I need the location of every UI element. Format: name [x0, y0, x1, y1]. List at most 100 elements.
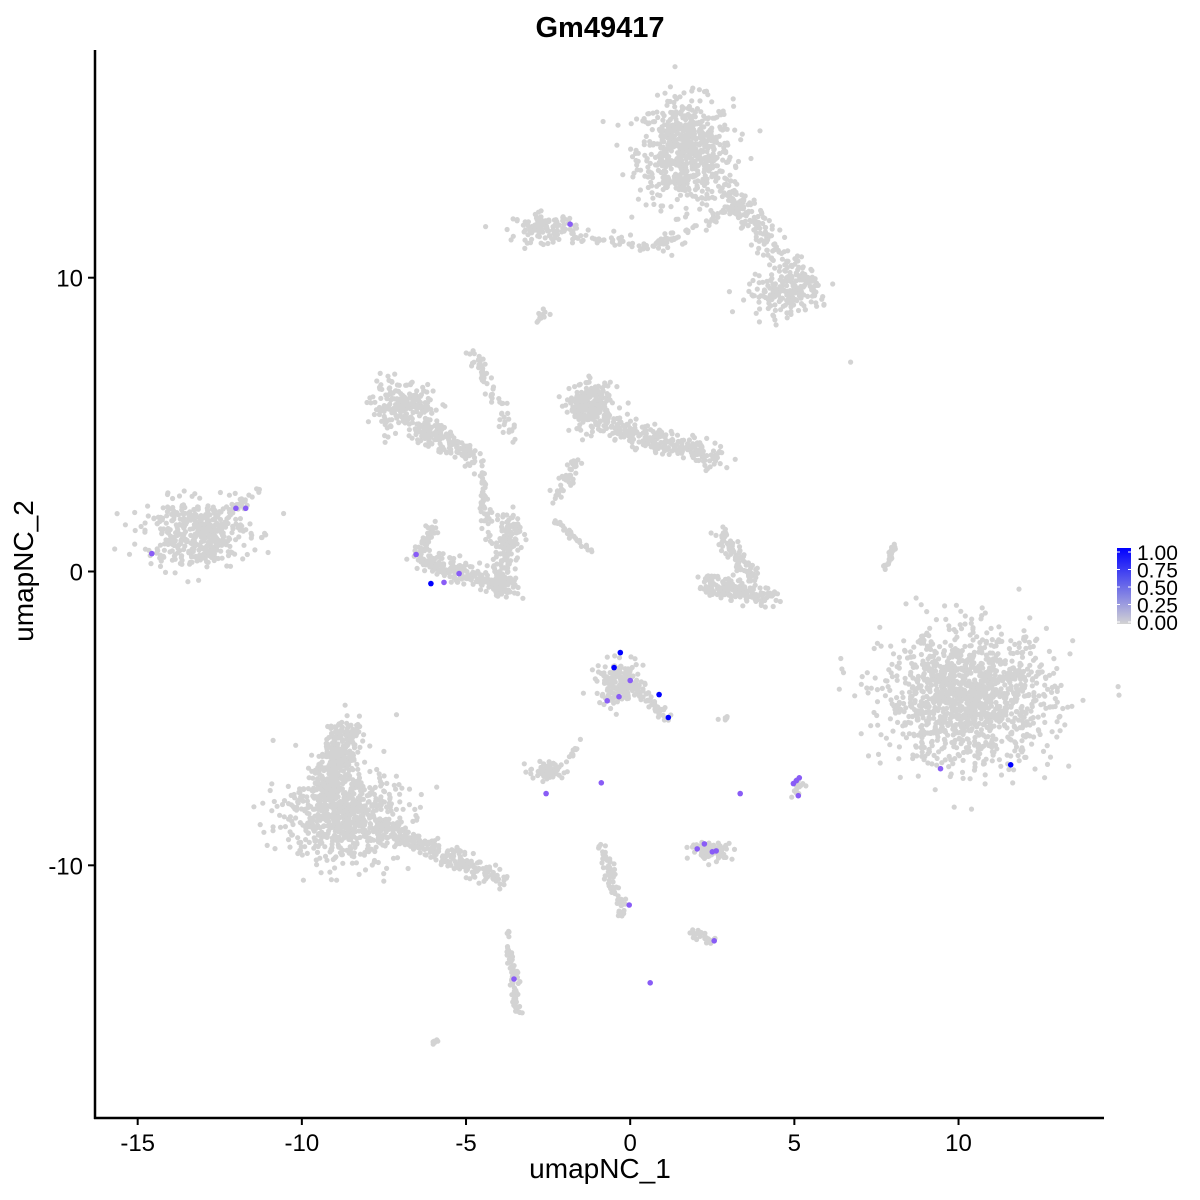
cell-point: [167, 537, 173, 543]
cell-point: [929, 761, 935, 767]
cell-point: [417, 428, 423, 435]
cell-point: [424, 559, 430, 565]
cell-point: [878, 732, 884, 738]
cell-point: [499, 411, 505, 417]
cell-point: [1049, 684, 1055, 691]
cell-point: [495, 517, 501, 523]
cell-point: [710, 210, 716, 216]
cell-point: [1008, 711, 1015, 717]
cell-point: [567, 472, 573, 478]
cell-point: [512, 566, 518, 572]
cell-point: [948, 643, 954, 649]
cell-point: [889, 674, 896, 680]
cell-point: [997, 661, 1004, 667]
cell-point: [996, 639, 1003, 645]
cell-point: [1019, 654, 1026, 660]
cell-point: [1010, 780, 1016, 786]
cell-point: [711, 461, 717, 467]
cell-point: [894, 695, 900, 701]
cell-point: [602, 677, 608, 684]
cell-point: [180, 511, 187, 517]
cell-point: [874, 687, 881, 693]
cell-point: [990, 733, 996, 739]
cell-point: [502, 582, 508, 588]
cell-point: [437, 436, 443, 442]
cell-point: [175, 512, 182, 518]
cell-point: [964, 749, 970, 755]
cell-point: [649, 183, 655, 189]
cell-point: [576, 416, 582, 422]
cell-point: [660, 117, 666, 123]
cell-point: [584, 380, 590, 386]
cell-point: [905, 719, 911, 725]
cell-point: [721, 126, 727, 132]
cell-point: [710, 115, 716, 121]
cell-point: [984, 630, 990, 636]
cell-point: [968, 806, 975, 812]
cell-point: [741, 297, 747, 303]
cell-point: [753, 230, 759, 236]
cell-point: [953, 686, 960, 692]
cell-point: [624, 411, 631, 417]
cell-point: [173, 530, 179, 536]
cell-point: [964, 724, 970, 730]
cell-point: [788, 304, 794, 310]
cell-point: [747, 281, 753, 287]
cell-point: [808, 299, 814, 305]
cell-point: [732, 456, 738, 462]
cell-point: [744, 598, 750, 604]
cell-point: [1040, 712, 1046, 718]
cell-point: [168, 533, 174, 539]
cell-point: [1020, 649, 1026, 655]
cell-point: [750, 277, 756, 284]
cell-point: [206, 539, 212, 546]
cell-point: [490, 384, 497, 390]
cell-point: [479, 363, 485, 369]
cell-point: [932, 787, 938, 793]
cell-point: [720, 157, 726, 163]
cell-point: [812, 293, 818, 299]
cell-point: [674, 447, 680, 453]
cell-point: [504, 512, 510, 518]
cell-point: [178, 538, 184, 544]
cell-point: [756, 294, 762, 300]
cell-point: [753, 310, 759, 316]
cell-point: [414, 565, 420, 572]
cell-point: [852, 693, 858, 699]
cell-point: [664, 184, 670, 190]
cell-point: [964, 736, 970, 742]
cell-point: [1032, 766, 1038, 772]
cell-point: [724, 465, 730, 471]
cell-point: [202, 547, 208, 553]
cell-point: [162, 541, 168, 547]
cell-point: [946, 764, 952, 770]
cell-point: [443, 431, 449, 437]
cell-point: [1030, 715, 1036, 721]
cell-point: [1038, 662, 1044, 668]
cell-point: [497, 399, 503, 405]
cell-point: [878, 643, 884, 649]
cell-point: [836, 686, 842, 692]
cell-point: [722, 182, 728, 188]
cell-point: [761, 238, 767, 244]
cell-point: [502, 587, 508, 593]
cell-point: [281, 510, 287, 517]
cell-point: [420, 408, 426, 414]
cell-point: [896, 744, 903, 750]
cell-point: [157, 563, 164, 570]
cell-point: [893, 708, 899, 714]
cell-point: [1014, 726, 1020, 732]
cell-point: [580, 237, 586, 243]
cell-point: [524, 240, 530, 246]
cell-point: [425, 381, 431, 388]
cell-point: [1009, 673, 1015, 679]
cell-point: [635, 196, 642, 202]
cell-point: [654, 109, 660, 115]
cell-point: [951, 804, 957, 810]
cell-point: [993, 652, 999, 659]
cell-point: [809, 268, 815, 274]
cell-point: [993, 687, 999, 693]
cell-point: [180, 502, 187, 508]
cell-point: [373, 407, 380, 413]
cell-point: [478, 587, 484, 593]
